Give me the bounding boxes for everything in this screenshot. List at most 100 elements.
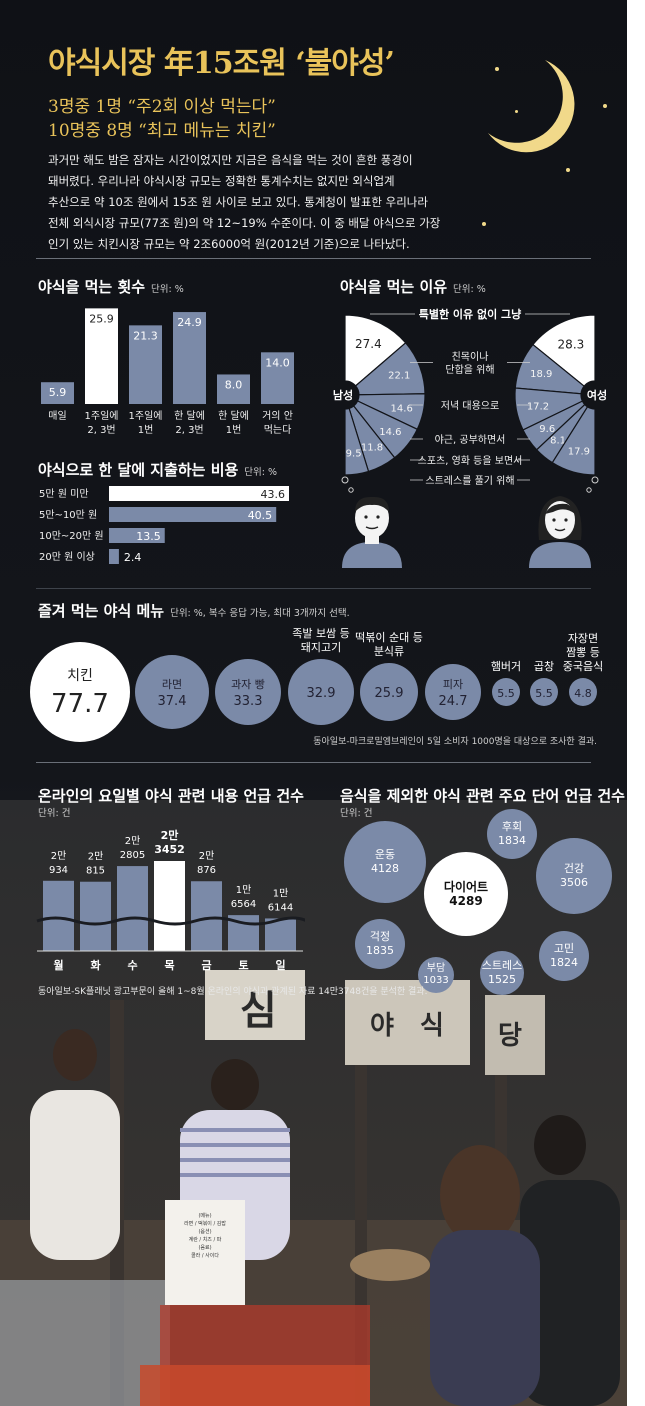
- segment-value-label: 17.9: [568, 447, 590, 458]
- menu-bubble: 25.9: [360, 663, 418, 721]
- bar-value-bottom: 2805: [120, 850, 145, 861]
- weekday-chart-title: 온라인의 요일별 야식 관련 내용 언급 건수: [38, 787, 304, 805]
- keyword-bubble: 스트레스 1525: [480, 951, 524, 995]
- star-icon: [566, 168, 570, 172]
- thought-dot: [591, 476, 599, 484]
- online-source: 동아일보-SK플래닛 광고부문이 올해 1~8월 온라인의 야식과 관계된 자료…: [38, 987, 428, 997]
- menu-board: (메뉴) 라면 / 떡볶이 / 김밥 (옵션) 계란 / 치즈 / 파 (음료)…: [170, 1212, 240, 1260]
- axis-break-line: [36, 916, 305, 926]
- frequency-title-text: 야식을 먹는 횟수: [38, 278, 146, 296]
- keyword-bubble: 건강 3506: [536, 838, 612, 914]
- bar: [129, 325, 162, 404]
- bubble-value: 1033: [423, 975, 449, 986]
- thought-dot: [586, 487, 592, 493]
- stall-sign-char: 심: [240, 987, 277, 1034]
- bubble-label-line: 짬뽕 등: [566, 646, 600, 659]
- intro-text: 과거만 해도 밤은 잠자는 시간이었지만 지금은 음식을 먹는 것이 흔한 풍경…: [48, 150, 440, 255]
- bar-value-label: 24.9: [177, 316, 202, 329]
- bar-value-bottom: 815: [86, 866, 105, 877]
- frequency-unit: 단위: %: [151, 284, 184, 295]
- bubble-value: 1525: [488, 973, 516, 986]
- bar: [109, 507, 277, 522]
- bar-value-label: 43.6: [261, 488, 286, 501]
- segment-value-label: 18.9: [530, 369, 552, 380]
- intro-line: 추산으로 약 10조 원에서 15조 원 사이로 보고 있다. 통계청이 발표한…: [48, 195, 428, 209]
- reasons-dual-chart: 27.4 22.1 14.6 14.6 11.89.5 남성 28.3 18.9 17.2 9.6…: [333, 307, 607, 493]
- tick-label: 먹는다: [264, 424, 292, 436]
- keyword-bubble: 다이어트 4289: [424, 852, 508, 936]
- reason-label: 스포츠, 영화 등을 보면서: [418, 455, 523, 467]
- bar-value-bottom: 3452: [154, 843, 185, 856]
- intro-line: 인기 있는 치킨시장 규모는 약 2조6000억 원(2012년 기준)으로 나…: [48, 237, 410, 251]
- keyword-bubble: 부담 1033: [418, 957, 454, 993]
- bubble-label: 자장면 짬뽕 등 중국음식: [538, 632, 627, 674]
- bar-value-label: 21.3: [133, 329, 158, 342]
- bubble-value: 24.7: [438, 693, 468, 709]
- spending-title-text: 야식으로 한 달에 지출하는 비용: [38, 461, 239, 479]
- divider: [36, 762, 591, 763]
- bar: [265, 918, 296, 951]
- bubble-label: 다이어트: [443, 880, 489, 894]
- page-title: 야식시장 年15조원 ‘불야성’: [48, 46, 395, 81]
- intro-line: 과거만 해도 밤은 잠자는 시간이었지만 지금은 음식을 먹는 것이 흔한 풍경…: [48, 153, 413, 167]
- segment-value-label: 11.8: [361, 442, 383, 453]
- bar: [85, 308, 118, 404]
- bar-value-bottom: 934: [49, 865, 68, 876]
- bubble-value: 32.9: [306, 685, 336, 701]
- weekday-unit: 단위: 건: [38, 808, 71, 819]
- divider: [36, 258, 591, 259]
- menu-board-line: 계란 / 치즈 / 파: [188, 1237, 222, 1243]
- tick-label: 5만 원 미만: [39, 488, 89, 500]
- bubble-label: 운동: [374, 848, 396, 861]
- bubble-value: 37.4: [157, 693, 187, 709]
- subtitle-2: 10명중 8명 “최고 메뉴는 치킨”: [48, 121, 276, 141]
- reason-label: 특별한 이유 없이 그냥: [419, 307, 522, 321]
- segment-value-label: 9.6: [539, 424, 555, 435]
- keyword-unit: 단위: 건: [340, 808, 373, 819]
- menu-bubble: 과자 빵 33.3: [215, 659, 281, 725]
- star-icon: [603, 104, 607, 108]
- ring-segment: [532, 314, 596, 388]
- bubble-value: 25.9: [374, 685, 404, 701]
- keyword-bubble: 걱정 1835: [355, 919, 405, 969]
- bar-value-label: 40.5: [248, 509, 273, 522]
- segment-value-label: 9.5: [346, 448, 362, 459]
- bubble-label-line: 자장면: [567, 632, 599, 645]
- menu-bubble: 치킨 77.7: [30, 642, 130, 742]
- keyword-chart-title: 음식을 제외한 야식 관련 주요 단어 언급 건수: [340, 787, 625, 805]
- menu-board-line: (음료): [198, 1245, 212, 1251]
- bubble-label: 걱정: [369, 930, 391, 943]
- bubble-value: 77.7: [51, 689, 109, 719]
- tick-label: 금: [201, 959, 211, 972]
- bar: [109, 486, 289, 501]
- bar-value-top: 2만: [88, 851, 104, 863]
- frequency-chart-title: 야식을 먹는 횟수 단위: %: [38, 276, 184, 297]
- bubble-label: 스트레스: [481, 959, 523, 972]
- segment-value-label: 28.3: [558, 337, 585, 351]
- weekday-bar-chart: 2만934월2만815화2만2805수2만3452목2만876금1만6564토1…: [36, 828, 305, 972]
- tick-label: 1번: [138, 424, 154, 436]
- menu-board-line: 라면 / 떡볶이 / 김밥: [184, 1221, 226, 1227]
- male-label: 남성: [333, 388, 353, 402]
- stall-sign-char: 식: [420, 1011, 444, 1041]
- intro-line: 돼버렸다. 우리나라 야식시장 규모는 정확한 통계수치는 없지만 외식업계: [48, 174, 395, 188]
- tick-label: 5만~10만 원: [39, 509, 97, 521]
- thought-dot: [341, 476, 349, 484]
- bar-value-top: 2만: [51, 850, 67, 862]
- stall-sign-char: 야: [370, 1011, 394, 1041]
- subtitle-1: 3명중 1명 “주2회 이상 먹는다”: [48, 97, 276, 117]
- bar-value-top: 2만: [199, 850, 215, 862]
- bubble-label: 족발 보쌈 등 돼지고기: [276, 627, 366, 655]
- spending-unit: 단위: %: [244, 467, 278, 478]
- keyword-bubble: 운동 4128: [344, 821, 426, 903]
- bubble-label-line: 떡볶이 순대 등: [355, 631, 423, 644]
- bar: [80, 881, 111, 951]
- bubble-label: 후회: [501, 820, 523, 833]
- menu-chart-title: 즐겨 먹는 야식 메뉴 단위: %, 복수 응답 가능, 최대 3개까지 선택.: [38, 600, 350, 621]
- bubble-value: 33.3: [233, 693, 263, 709]
- bar-value-top: 1만: [273, 887, 289, 899]
- bar-value-label: 14.0: [265, 356, 290, 369]
- bar: [173, 312, 206, 404]
- bar-value-bottom: 6144: [268, 902, 293, 913]
- bubble-label-line: 중국음식: [562, 660, 604, 673]
